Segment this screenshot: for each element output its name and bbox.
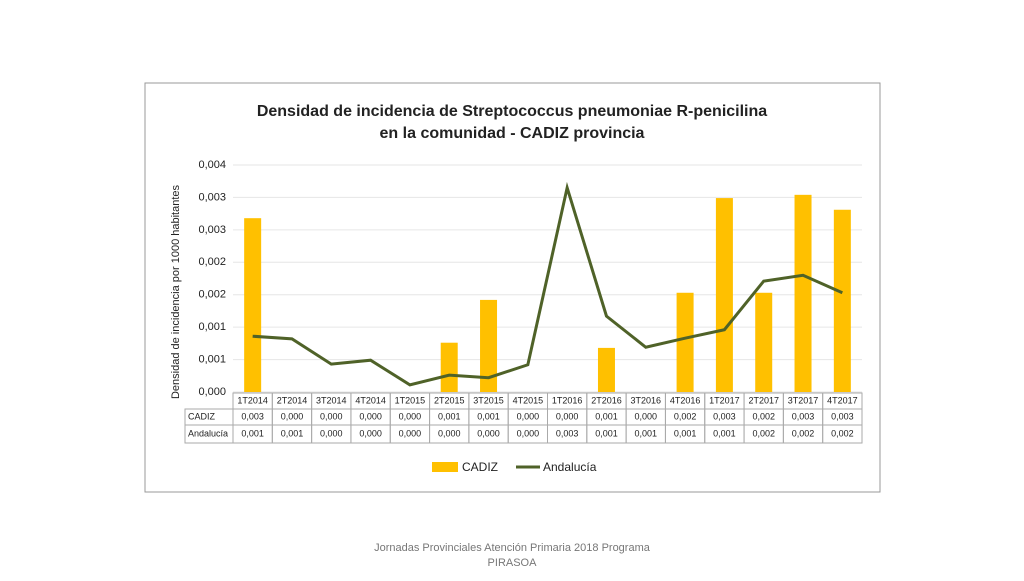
y-tick-label: 0,001 [198,353,226,365]
table-value: 0,001 [674,428,697,438]
table-value: 0,002 [831,428,854,438]
table-value: 0,000 [399,411,422,421]
table-value: 0,001 [595,428,618,438]
table-value: 0,001 [241,428,264,438]
y-tick-label: 0,003 [198,191,226,203]
table-value: 0,000 [517,411,540,421]
bar [480,299,498,392]
table-value: 0,003 [792,411,815,421]
table-value: 0,000 [477,428,500,438]
x-tick-label: 1T2014 [237,395,268,405]
x-tick-label: 2T2015 [434,395,465,405]
bar [833,209,851,392]
table-value: 0,000 [556,411,579,421]
table-value: 0,002 [674,411,697,421]
table-value: 0,003 [831,411,854,421]
line [252,181,843,387]
legend-label: CADIZ [462,460,498,474]
table-value: 0,003 [241,411,264,421]
table-value: 0,003 [713,411,736,421]
chart-title: Densidad de incidencia de Streptococcus … [257,103,767,142]
table-value: 0,001 [595,411,618,421]
bar [755,292,773,392]
table-value: 0,000 [438,428,461,438]
table-value: 0,001 [477,411,500,421]
bar [440,342,458,392]
x-tick-label: 3T2014 [316,395,347,405]
table-value: 0,002 [752,411,775,421]
bar [676,292,694,392]
table-value: 0,000 [635,411,658,421]
table-value: 0,000 [359,411,382,421]
y-tick-label: 0,000 [198,386,226,398]
bar [597,347,615,392]
bar [794,194,812,392]
table-value: 0,000 [359,428,382,438]
x-tick-label: 2T2014 [277,395,308,405]
x-tick-label: 1T2017 [709,395,740,405]
x-tick-label: 1T2015 [395,395,426,405]
table-value: 0,000 [399,428,422,438]
table-value: 0,001 [635,428,658,438]
legend-swatch [432,462,458,472]
x-tick-label: 4T2016 [670,395,701,405]
x-tick-label: 3T2015 [473,395,504,405]
y-tick-label: 0,004 [198,159,226,171]
table-value: 0,000 [517,428,540,438]
x-tick-label: 1T2016 [552,395,583,405]
bar [715,198,733,392]
table-value: 0,003 [556,428,579,438]
footer: PIRASOA [488,557,538,569]
table-value: 0,002 [792,428,815,438]
x-tick-label: 3T2016 [631,395,662,405]
y-tick-label: 0,003 [198,224,226,236]
x-tick-label: 2T2016 [591,395,622,405]
y-tick-label: 0,002 [198,256,226,268]
footer: Jornadas Provinciales Atención Primaria … [374,542,651,554]
table-value: 0,000 [281,411,304,421]
y-tick-label: 0,002 [198,289,226,301]
x-tick-label: 2T2017 [748,395,779,405]
y-tick-label: 0,001 [198,321,226,333]
table-cell [822,424,863,444]
table-value: 0,002 [752,428,775,438]
table-value: 0,000 [320,411,343,421]
table-value: 0,001 [713,428,736,438]
table-value: 0,001 [281,428,304,438]
table-cell [184,424,234,444]
x-tick-label: 3T2017 [788,395,819,405]
x-tick-label: 4T2017 [827,395,858,405]
table-value: 0,000 [320,428,343,438]
table-row-label: Andalucía [188,428,228,438]
legend-label: Andalucía [543,460,597,474]
x-tick-label: 4T2015 [513,395,544,405]
table-row-label: CADIZ [188,411,216,421]
table-value: 0,001 [438,411,461,421]
x-tick-label: 4T2014 [355,395,386,405]
bar [244,218,262,392]
y-axis-label: Densidad de incidencia por 1000 habitant… [170,184,182,399]
